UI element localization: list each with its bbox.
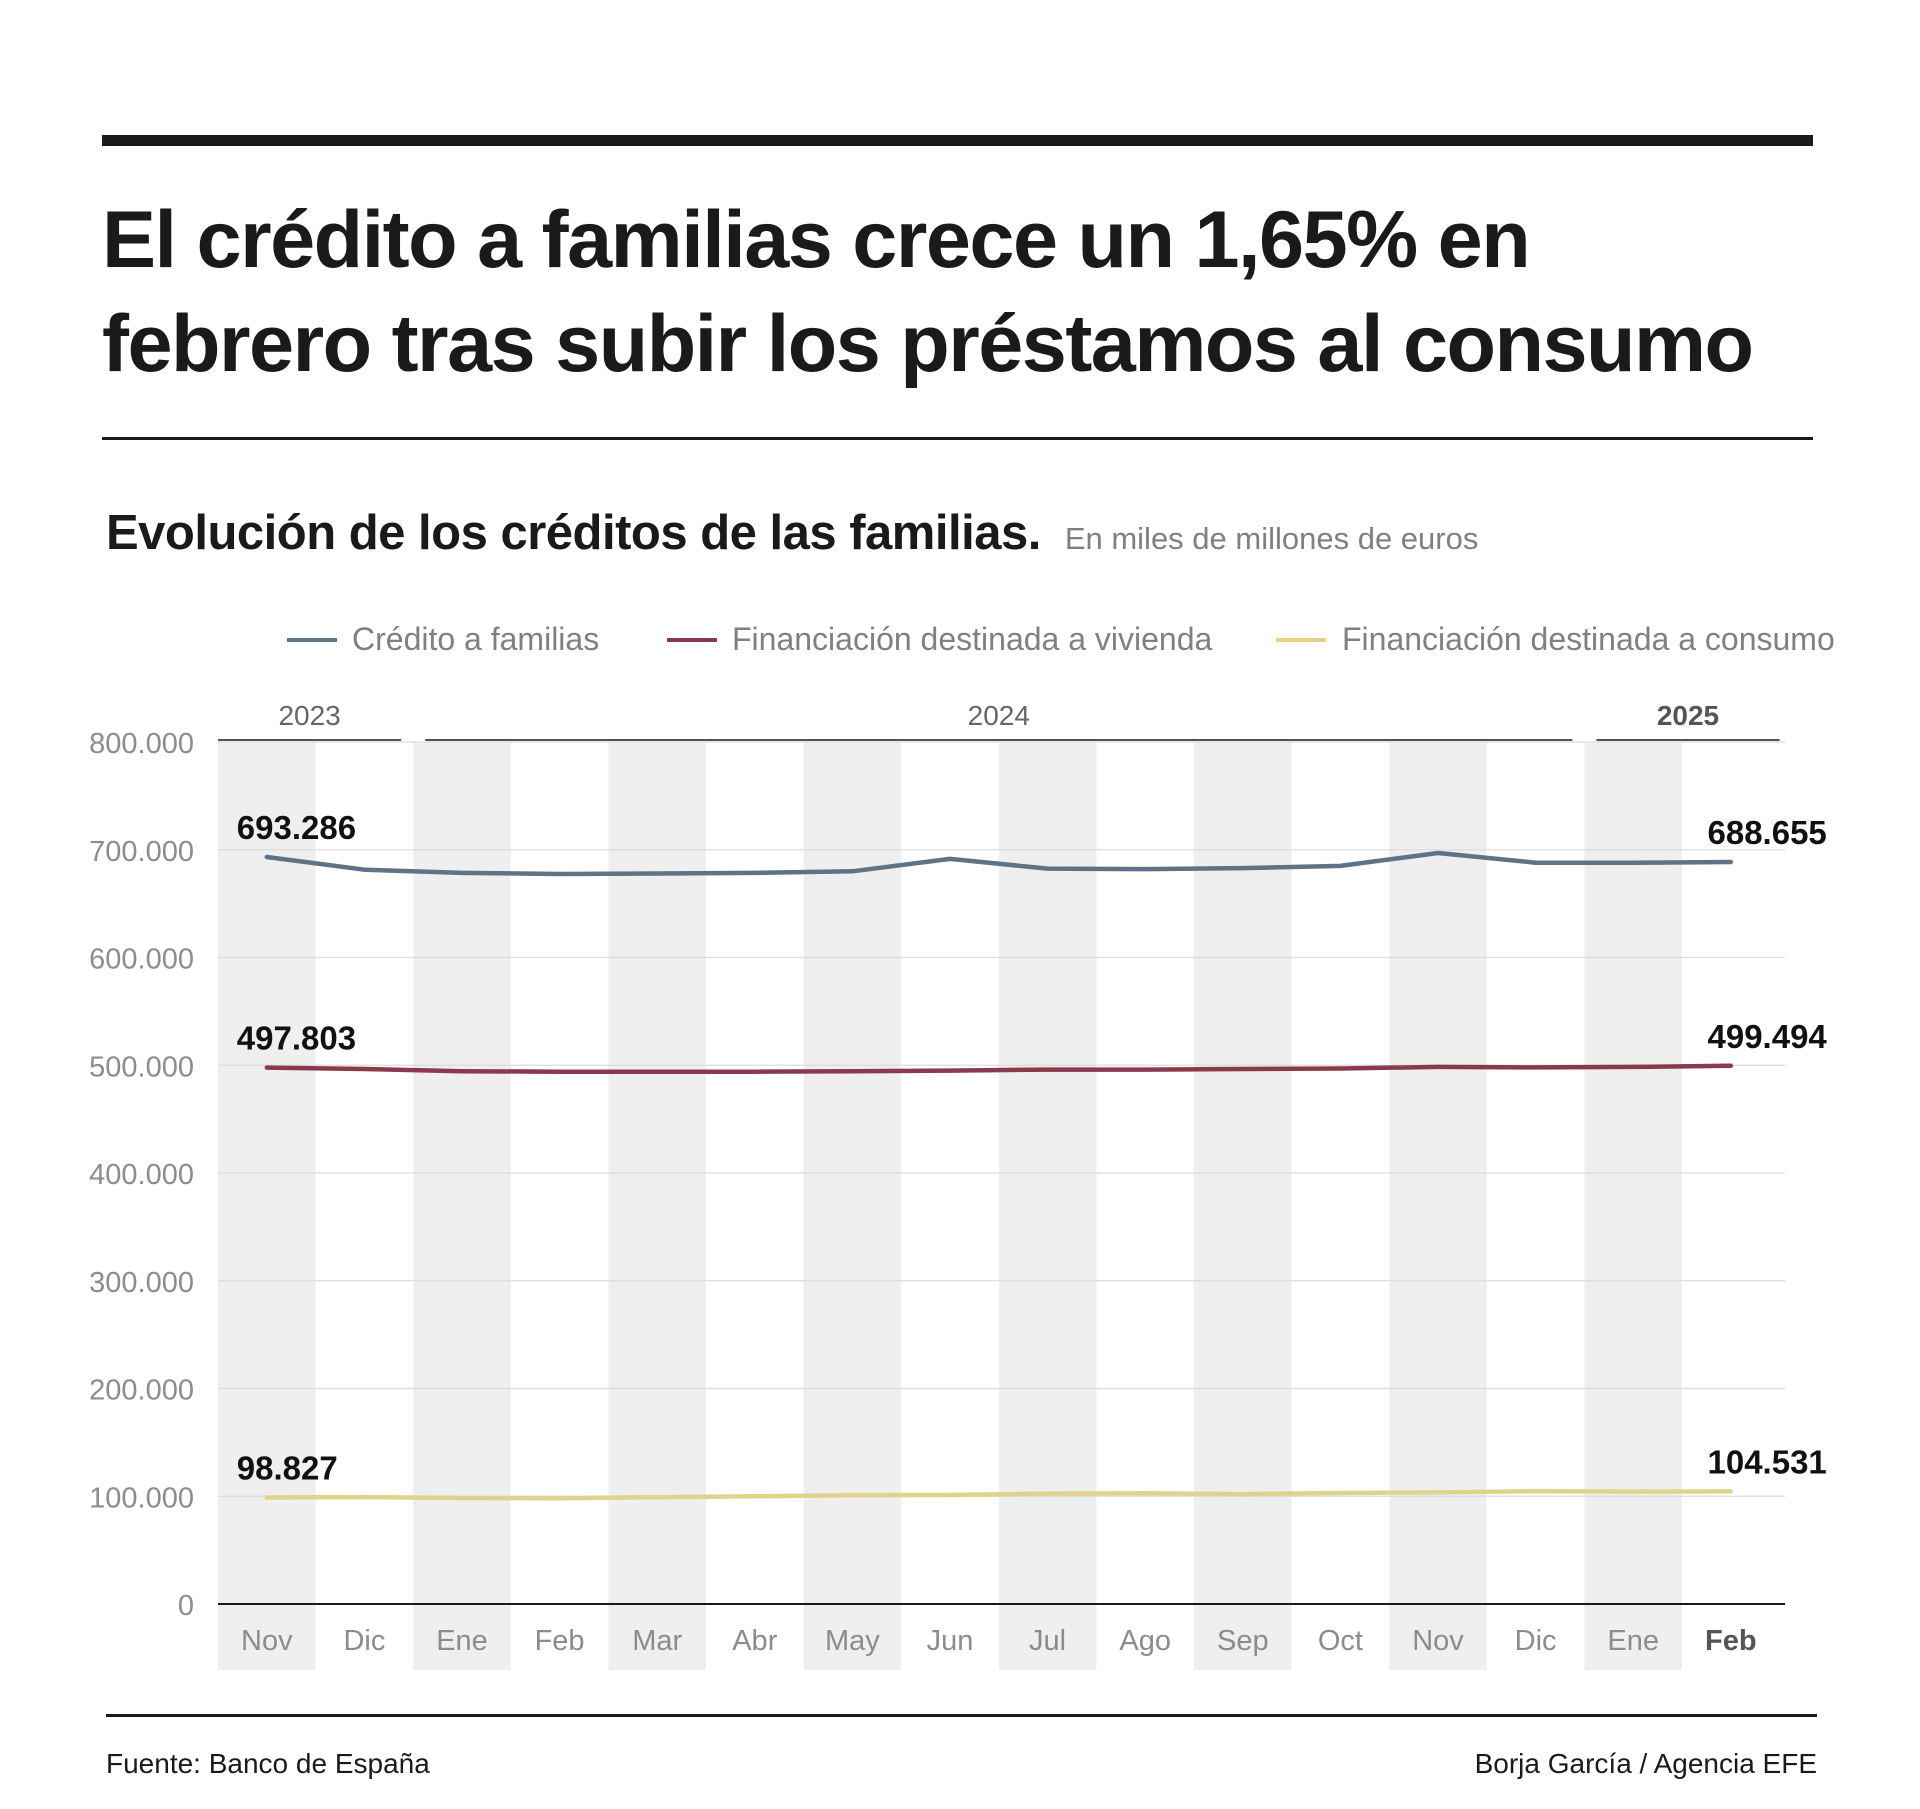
headline: El crédito a familias crece un 1,65% en … xyxy=(102,188,1842,396)
chart-subtitle: Evolución de los créditos de las familia… xyxy=(106,505,1478,561)
month-band xyxy=(608,742,706,1670)
x-tick-label: Feb xyxy=(535,1625,585,1657)
top-rule xyxy=(102,135,1813,146)
headline-divider xyxy=(102,437,1813,440)
series-line xyxy=(264,1063,1734,1074)
y-tick-label: 0 xyxy=(178,1590,194,1622)
series-end-label: 688.655 xyxy=(1708,814,1827,851)
legend-label: Crédito a familias xyxy=(352,621,599,657)
series-start-label: 497.803 xyxy=(237,1020,356,1057)
x-tick-label: Sep xyxy=(1217,1625,1269,1657)
y-tick-label: 600.000 xyxy=(89,944,194,976)
x-tick-label: Feb xyxy=(1705,1625,1757,1657)
headline-line-2: febrero tras subir los préstamos al cons… xyxy=(102,299,1754,389)
x-tick-label: Ene xyxy=(436,1625,488,1657)
headline-line-1: El crédito a familias crece un 1,65% en xyxy=(102,195,1531,285)
x-tick-label: Oct xyxy=(1318,1625,1363,1657)
x-tick-label: Dic xyxy=(1515,1625,1557,1657)
legend-label: Financiación destinada a consumo xyxy=(1342,621,1835,657)
x-tick-label: May xyxy=(825,1625,880,1657)
x-tick-label: Jun xyxy=(927,1625,974,1657)
series-line xyxy=(264,1488,1734,1501)
chart-unit: En miles de millones de euros xyxy=(1064,521,1479,556)
y-tick-label: 100.000 xyxy=(89,1482,194,1514)
series-start-label: 693.286 xyxy=(237,809,356,846)
y-tick-label: 300.000 xyxy=(89,1267,194,1299)
x-tick-label: Ene xyxy=(1607,1625,1659,1657)
x-tick-label: Dic xyxy=(343,1625,385,1657)
line-chart: 0 100.000 200.000 300.000 400.000 500.000 600.… xyxy=(89,621,1835,1670)
source-note: Fuente: Banco de España xyxy=(106,1748,430,1779)
footer-divider xyxy=(106,1714,1817,1717)
legend-label: Financiación destinada a vivienda xyxy=(732,621,1213,657)
year-label: 2023 xyxy=(278,700,340,731)
month-band xyxy=(1194,742,1292,1670)
x-tick-label: Abr xyxy=(732,1625,777,1657)
y-tick-label: 700.000 xyxy=(89,836,194,868)
series-line xyxy=(264,850,1734,877)
year-label: 2024 xyxy=(968,700,1030,731)
year-label: 2025 xyxy=(1657,700,1719,731)
x-tick-label: Mar xyxy=(632,1625,682,1657)
y-tick-label: 500.000 xyxy=(89,1051,194,1083)
x-tick-label: Nov xyxy=(241,1625,293,1657)
chart-title: Evolución de los créditos de las familia… xyxy=(106,506,1041,560)
y-tick-label: 400.000 xyxy=(89,1159,194,1191)
y-tick-label: 200.000 xyxy=(89,1375,194,1407)
month-band xyxy=(803,742,902,1670)
y-tick-label: 800.000 xyxy=(89,728,194,760)
x-tick-label: Nov xyxy=(1412,1625,1464,1657)
month-band xyxy=(998,742,1097,1670)
series-end-label: 104.531 xyxy=(1708,1443,1827,1480)
month-band xyxy=(413,742,511,1670)
series-end-label: 499.494 xyxy=(1708,1018,1828,1055)
x-tick-label: Jul xyxy=(1029,1625,1066,1657)
month-band xyxy=(218,742,316,1670)
month-band xyxy=(1389,742,1487,1670)
series-start-label: 98.827 xyxy=(237,1450,338,1487)
author-credit: Borja García / Agencia EFE xyxy=(1474,1748,1817,1779)
month-band xyxy=(1584,742,1682,1670)
x-tick-label: Ago xyxy=(1119,1625,1171,1657)
